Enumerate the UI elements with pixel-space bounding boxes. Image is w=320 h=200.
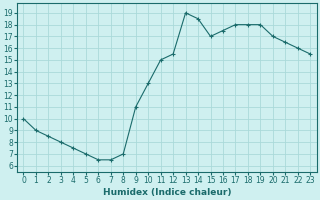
- X-axis label: Humidex (Indice chaleur): Humidex (Indice chaleur): [103, 188, 231, 197]
